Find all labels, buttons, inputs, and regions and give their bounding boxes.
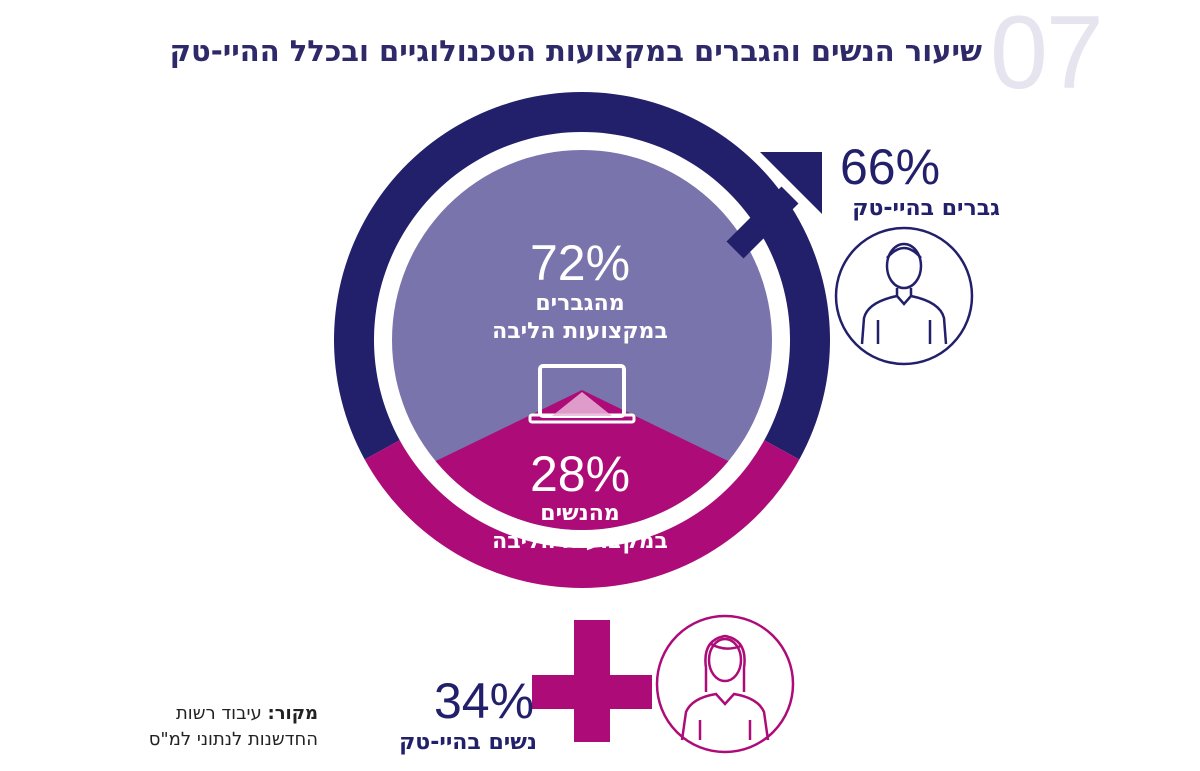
laptop-icon bbox=[528, 364, 636, 424]
women-hightech-percent: 34% bbox=[434, 673, 535, 729]
men-hightech-percent: 66% bbox=[840, 139, 941, 195]
figure-number: 07 bbox=[990, 0, 1104, 111]
man-avatar-icon bbox=[834, 226, 974, 366]
men-core-label-line2: במקצועות הליבה bbox=[492, 319, 668, 344]
women-hightech-label: נשים בהיי-טק bbox=[399, 730, 537, 755]
core-slice-men bbox=[392, 150, 772, 530]
woman-avatar-icon bbox=[655, 614, 795, 754]
female-symbol-icon bbox=[532, 620, 652, 742]
men-core-label-line1: מהגברים bbox=[535, 291, 625, 316]
women-core-label-line1: מהנשים bbox=[540, 501, 620, 526]
chart-title: שיעור הנשים והגברים במקצועות הטכנולוגיים… bbox=[169, 34, 982, 68]
men-hightech-label: גברים בהיי-טק bbox=[852, 196, 1000, 221]
source-text-1: עיבוד רשות bbox=[175, 703, 268, 724]
women-core-label-line2: במקצועות הליבה bbox=[492, 529, 668, 554]
core-slice-women bbox=[435, 390, 729, 530]
male-symbol-icon bbox=[726, 152, 822, 259]
men-core-percent: 72% bbox=[529, 235, 631, 291]
ring-segment-men bbox=[333, 91, 830, 460]
source-line2: החדשנות לנתוני למ"ס bbox=[148, 729, 318, 750]
ring-segment-women bbox=[364, 440, 800, 588]
hightech-ring bbox=[333, 91, 830, 588]
core-pie bbox=[392, 150, 772, 530]
women-core-percent: 28% bbox=[529, 446, 631, 502]
source-prefix: מקור: bbox=[267, 703, 319, 724]
source-line1: מקור: עיבוד רשות bbox=[60, 703, 318, 724]
